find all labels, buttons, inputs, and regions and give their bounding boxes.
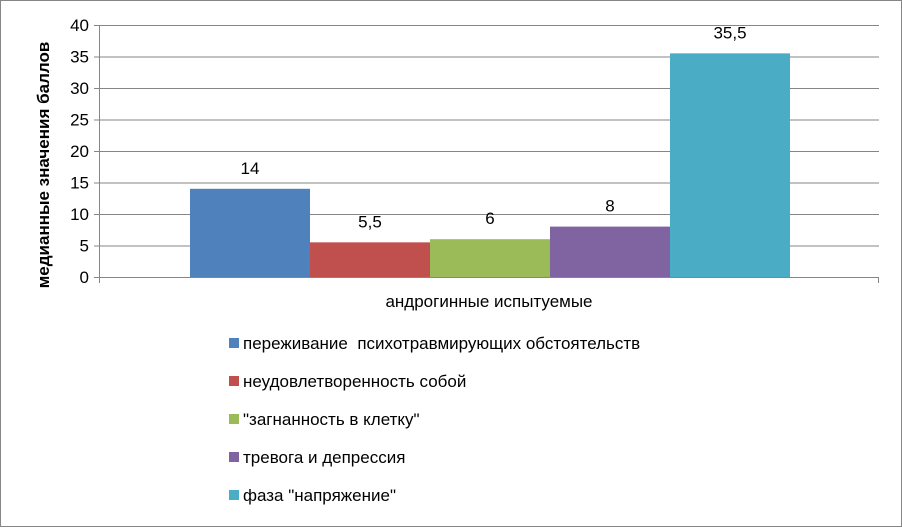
bar [550,226,670,277]
bar [430,239,550,277]
y-tick-label: 5 [80,237,89,256]
bar [310,242,430,277]
data-label: 5,5 [358,212,382,231]
y-tick-label: 30 [70,79,89,98]
data-label: 8 [605,197,614,216]
legend-swatch [229,338,239,348]
y-tick-label: 10 [70,205,89,224]
bar [190,188,310,277]
legend-swatch [229,414,239,424]
legend: переживание психотравмирующих обстоятель… [229,334,640,505]
legend-swatch [229,490,239,500]
y-tick-label: 0 [80,268,89,287]
y-tick-label: 35 [70,48,89,67]
legend-entry: фаза "напряжение" [243,486,396,505]
bars [190,53,790,277]
y-tick-labels: 0 5 10 15 20 25 30 35 40 [70,16,89,287]
legend-entry: переживание психотравмирующих обстоятель… [243,334,640,353]
bar [670,53,790,277]
legend-entry: неудовлетворенность собой [243,372,466,391]
legend-entry: тревога и депрессия [243,448,405,467]
legend-swatch [229,376,239,386]
y-tick-label: 20 [70,142,89,161]
data-labels: 14 5,5 6 8 35,5 [241,23,747,231]
legend-swatch [229,452,239,462]
data-label: 14 [241,159,260,178]
legend-entry: "загнанность в клетку" [243,410,420,429]
axes [94,25,879,283]
y-axis-title: медианные значения баллов [34,42,53,289]
y-tick-label: 40 [70,16,89,35]
y-tick-label: 25 [70,111,89,130]
data-label: 35,5 [713,23,746,42]
data-label: 6 [485,209,494,228]
x-category-label: андрогинные испытуемые [385,292,592,311]
y-tick-label: 15 [70,174,89,193]
